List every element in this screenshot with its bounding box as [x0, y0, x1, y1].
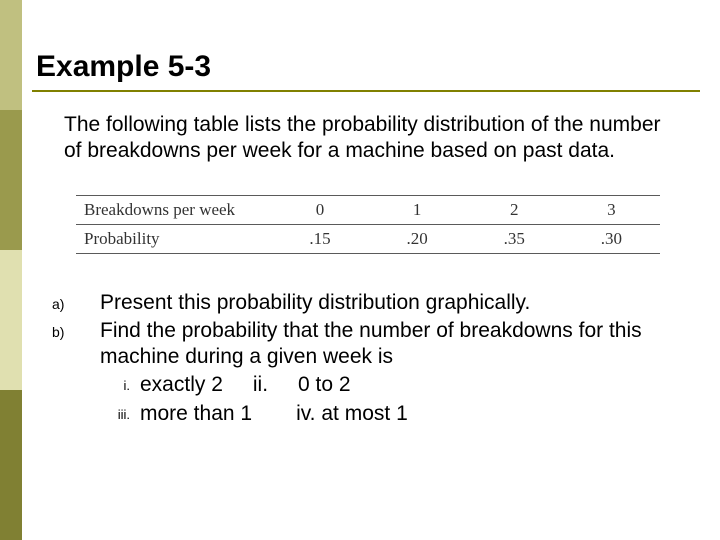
sidebar-block: [0, 0, 22, 110]
sub-text: more than 1: [140, 402, 252, 425]
probability-table: Breakdowns per week 0 1 2 3 Probability …: [76, 195, 660, 254]
sub-row-2: iii. more than 1 iv. at most 1: [100, 401, 690, 427]
slide-content: Example 5-3 The following table lists th…: [36, 50, 690, 429]
intro-text: The following table lists the probabilit…: [64, 112, 680, 165]
table-cell: .15: [271, 224, 368, 253]
question-a: a) Present this probability distribution…: [52, 290, 690, 316]
title-underline: [32, 90, 700, 92]
table-cell: .20: [369, 224, 466, 253]
question-marker: a): [52, 290, 100, 316]
table-cell: 1: [369, 195, 466, 224]
table-row-label: Breakdowns per week: [76, 195, 271, 224]
table-row-label: Probability: [76, 224, 271, 253]
question-text: Present this probability distribution gr…: [100, 290, 690, 316]
sub-text: at most 1: [321, 402, 407, 425]
sub-text: exactly 2: [140, 373, 223, 396]
table-cell: .30: [563, 224, 660, 253]
table-cell: .35: [466, 224, 563, 253]
sidebar-block: [0, 390, 22, 540]
question-marker: b): [52, 318, 100, 427]
accent-sidebar: [0, 0, 22, 540]
table-cell: 3: [563, 195, 660, 224]
sub-row-1: i. exactly 2 ii. 0 to 2: [100, 372, 690, 398]
sidebar-block: [0, 110, 22, 250]
sub-line: exactly 2 ii. 0 to 2: [140, 372, 690, 398]
table-row: Probability .15 .20 .35 .30: [76, 224, 660, 253]
sub-marker-inline: ii.: [253, 373, 268, 396]
sidebar-block: [0, 250, 22, 390]
slide-title: Example 5-3: [36, 50, 690, 84]
sub-text: 0 to 2: [298, 373, 351, 396]
sub-line: more than 1 iv. at most 1: [140, 401, 690, 427]
sub-marker-inline: iv.: [296, 402, 315, 425]
sub-marker: iii.: [100, 401, 140, 427]
question-b-body: Find the probability that the number of …: [100, 318, 690, 427]
table-cell: 0: [271, 195, 368, 224]
questions-block: a) Present this probability distribution…: [52, 290, 690, 427]
question-b: b) Find the probability that the number …: [52, 318, 690, 427]
table-cell: 2: [466, 195, 563, 224]
question-text: Find the probability that the number of …: [100, 319, 642, 368]
sub-marker: i.: [100, 372, 140, 398]
table-row: Breakdowns per week 0 1 2 3: [76, 195, 660, 224]
